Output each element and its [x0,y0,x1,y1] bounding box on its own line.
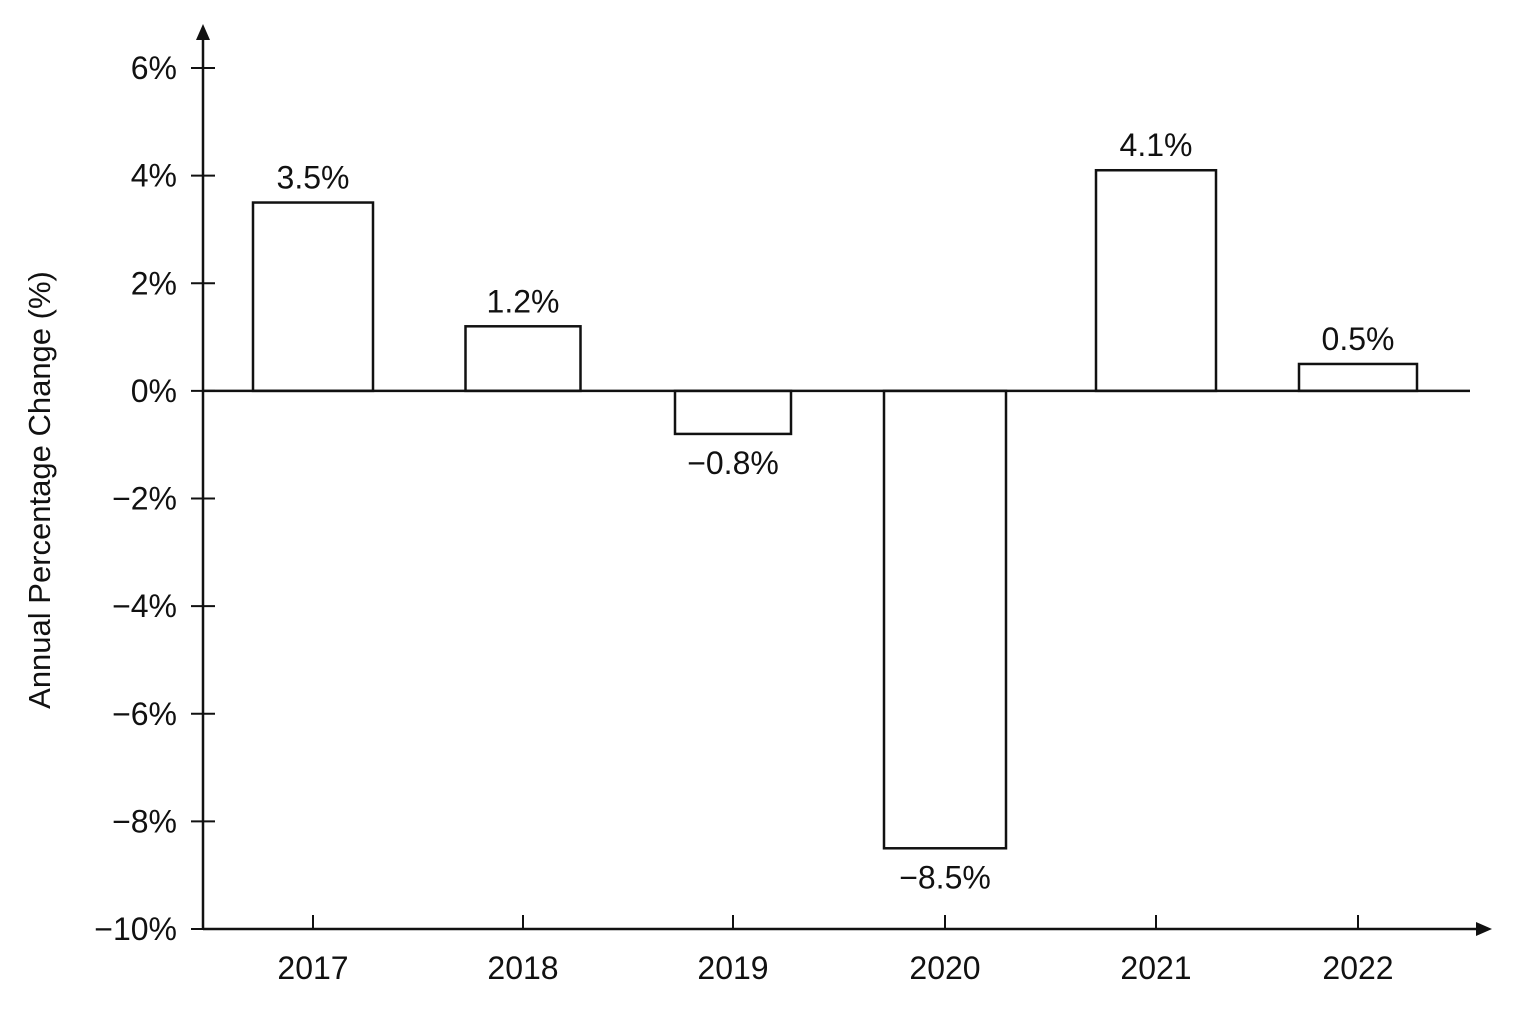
bars-layer [251,168,1419,850]
y-tick-label: −10% [94,911,177,947]
x-tick-label: 2019 [697,950,768,986]
y-tick-label: −8% [112,803,177,839]
data-label: −8.5% [899,859,991,895]
x-axis-arrow [1476,922,1492,936]
y-tick-label: −2% [112,481,177,517]
y-axis-arrow [196,24,210,40]
bar-2017 [251,201,375,393]
y-tick-label: 2% [131,265,177,301]
x-tick-label: 2018 [487,950,558,986]
x-tick-label: 2017 [277,950,348,986]
data-label: −0.8% [687,445,779,481]
data-label: 4.1% [1120,127,1193,163]
bar-2021 [1094,168,1218,393]
bar-2018 [464,325,582,393]
data-label: 3.5% [277,160,350,196]
bar-2020 [882,389,1008,850]
x-tick-label: 2020 [909,950,980,986]
y-tick-label: −6% [112,696,177,732]
data-label: 0.5% [1322,321,1395,357]
y-tick-label: 0% [131,373,177,409]
y-tick-label: −4% [112,588,177,624]
x-tick-label: 2022 [1322,950,1393,986]
y-tick-label: 6% [131,50,177,86]
y-axis-title: Annual Percentage Change (%) [22,271,57,709]
labels-layer: 6% 4% 2% 0% −2% −4% −6% −8% −10% 2017 2018 2019 2020… [94,50,1394,986]
y-tick-label: 4% [131,158,177,194]
bar-2022 [1297,362,1419,393]
bar-2019 [673,389,793,436]
data-label: 1.2% [487,283,560,319]
x-tick-label: 2021 [1120,950,1191,986]
axes-layer [191,24,1492,936]
